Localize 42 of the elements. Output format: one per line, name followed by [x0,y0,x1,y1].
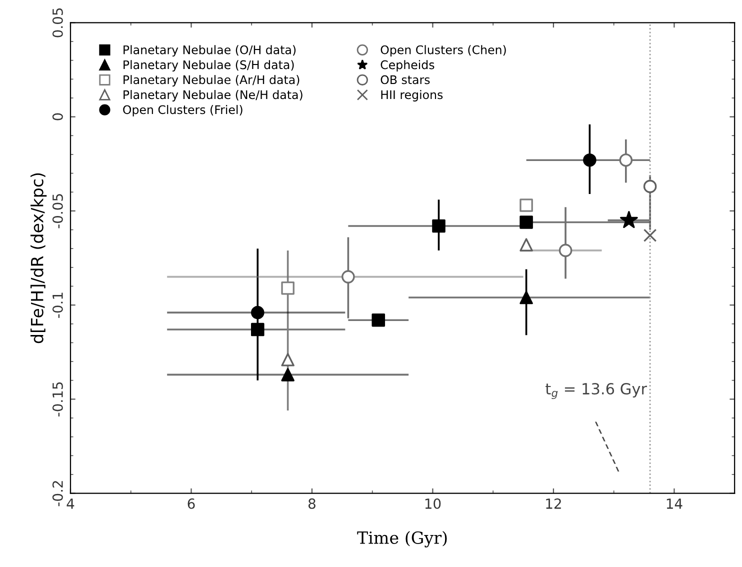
ref-line-label: t$_{g}$ = 13.6 Gyr [546,382,648,400]
point [251,322,264,336]
point [342,270,355,284]
point [619,153,633,167]
legend-label: Planetary Nebulae (S/H data) [124,60,294,72]
x-tick-label: 12 [546,498,561,509]
y-tick-label: -0.1 [52,292,63,318]
x-tick-label: 6 [188,498,195,509]
point [643,228,657,242]
x-tick-label: 14 [666,498,682,509]
point [583,153,596,167]
point [281,352,294,366]
point [520,216,533,229]
y-tick-label: -0.05 [52,194,63,228]
point [281,281,294,295]
legend-label: Cepheids [380,60,434,72]
point [251,306,264,320]
y-tick-label: -0.15 [52,382,63,416]
point [281,368,294,382]
x-axis-title: Time (Gyr) [357,531,447,548]
legend-label: OB stars [380,75,430,84]
point [520,290,533,304]
point [432,219,446,233]
legend-label: Open Clusters (Friel) [123,104,242,116]
point [558,244,572,258]
point [620,210,638,228]
point [372,313,386,327]
point [520,198,533,212]
point [520,238,533,252]
x-tick-label: 10 [425,498,441,509]
legend-label: Planetary Nebulae (O/H data) [124,45,296,57]
legend-label: Planetary Nebulae (Ne/H data) [124,90,302,102]
y-tick-label: -0.2 [52,481,63,506]
y-axis-title: d[Fe/H]/dR (dex/kpc) [30,173,47,344]
point [643,180,657,194]
legend-label: HII regions [381,90,443,102]
x-tick-label: 8 [308,498,316,509]
y-tick-label: 0 [52,113,63,120]
x-tick-label: 4 [66,498,74,509]
legend-label: Planetary Nebulae (Ar/H data) [124,75,300,86]
legend-label: Open Clusters (Chen) [380,45,506,57]
y-tick-label: 0.05 [52,8,63,38]
